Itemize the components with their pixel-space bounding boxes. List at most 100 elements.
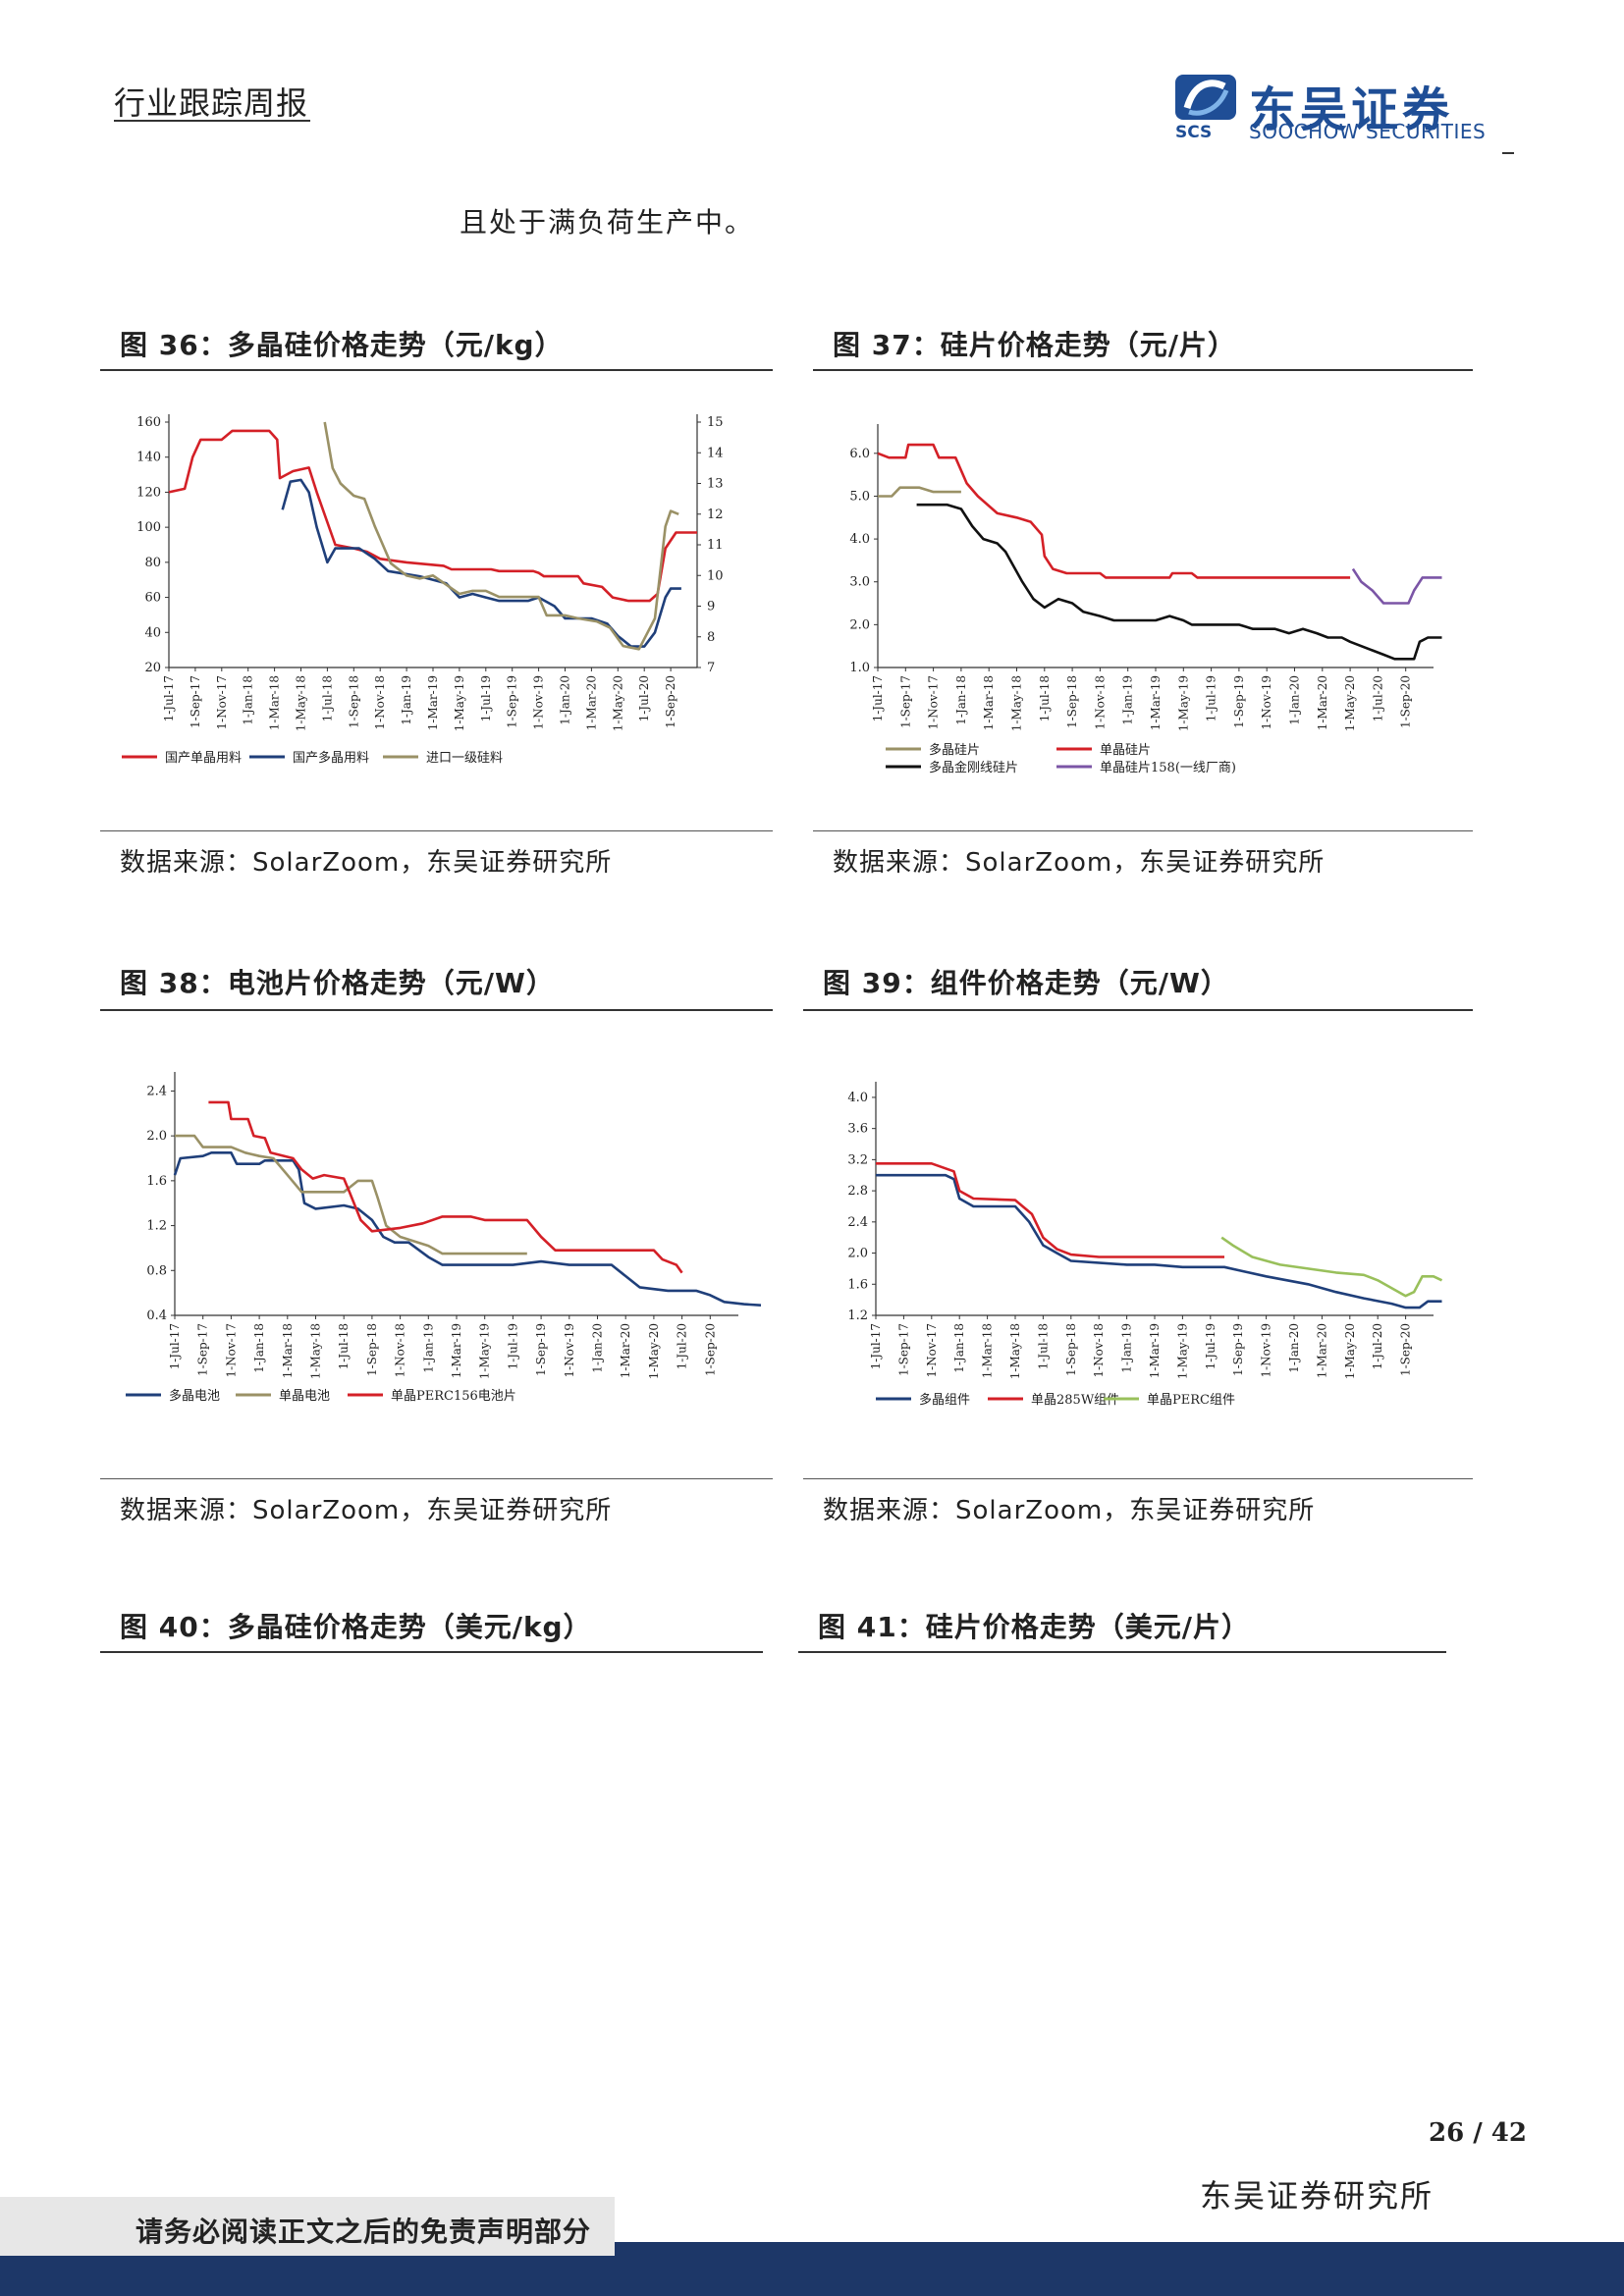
x-tick-label: 1-Sep-18 [1064, 1323, 1078, 1376]
x-tick-label: 1-May-20 [647, 1323, 661, 1379]
y-tick-label: 2.4 [847, 1215, 868, 1230]
legend-label: 国产多晶用料 [293, 750, 369, 766]
x-tick-label: 1-Sep-19 [506, 675, 519, 728]
y-right-tick-label: 11 [707, 538, 724, 553]
legend-label: 多晶组件 [919, 1392, 970, 1408]
x-tick-label: 1-Jul-18 [1038, 675, 1052, 721]
x-tick-label: 1-Mar-19 [1148, 1323, 1162, 1378]
figure-39-source: 数据来源：SolarZoom，东吴证券研究所 [823, 1496, 1316, 1525]
figure-39-title: 图 39：组件价格走势（元/W） [823, 967, 1229, 999]
y-tick-label: 20 [144, 661, 161, 675]
x-tick-label: 1-Jul-17 [871, 675, 885, 721]
x-tick-label: 1-Jul-20 [676, 1323, 689, 1369]
y-tick-label: 100 [136, 520, 161, 535]
x-tick-label: 1-Jan-19 [421, 1323, 435, 1373]
x-tick-label: 1-Mar-19 [426, 675, 440, 730]
x-tick-label: 1-Jan-20 [591, 1323, 605, 1373]
header-underline [114, 120, 310, 122]
y-tick-label: 1.2 [146, 1219, 167, 1234]
y-tick-label: 5.0 [849, 489, 870, 504]
x-tick-label: 1-Jan-19 [400, 675, 413, 725]
x-tick-label: 1-Nov-19 [532, 675, 546, 730]
x-tick-label: 1-Jul-19 [1204, 1323, 1218, 1369]
x-tick-label: 1-Sep-20 [1399, 1323, 1413, 1376]
series-line-0 [173, 1151, 762, 1307]
y-tick-label: 6.0 [849, 447, 870, 461]
y-tick-label: 160 [136, 415, 161, 430]
figure-40-top-rule [100, 1651, 763, 1653]
x-tick-label: 1-Sep-18 [1065, 675, 1079, 728]
x-tick-label: 1-Jul-18 [337, 1323, 351, 1369]
figure-36-chart: 20 40 60 80 100 120 140 160 7 8 9 10 11 12 13 14 15 1-Jul… [122, 414, 724, 766]
x-tick-label: 1-May-19 [478, 1323, 492, 1379]
x-tick-label: 1-Mar-19 [1149, 675, 1163, 730]
x-tick-label: 1-Nov-17 [925, 1323, 939, 1378]
x-tick-label: 1-Mar-18 [982, 675, 996, 730]
x-tick-label: 1-Jan-20 [1287, 1323, 1301, 1373]
page-number: 26 / 42 [1429, 2118, 1527, 2148]
series-line-2 [916, 503, 1442, 661]
x-tick-label: 1-Jul-18 [320, 675, 334, 721]
y-tick-label: 2.8 [847, 1184, 868, 1199]
legend-label: 进口一级硅料 [426, 751, 503, 766]
x-tick-label: 1-Jul-19 [479, 675, 493, 721]
x-tick-label: 1-Sep-18 [365, 1323, 379, 1376]
figure-41-top-rule [798, 1651, 1446, 1653]
x-tick-label: 1-Nov-18 [1092, 1323, 1106, 1378]
x-tick-label: 1-Nov-19 [1260, 675, 1273, 730]
legend-label: 单晶电池 [279, 1389, 330, 1404]
y-right-tick-label: 14 [707, 446, 724, 460]
figure-39-bottom-rule [803, 1478, 1473, 1479]
y-tick-label: 80 [144, 556, 161, 570]
y-right-tick-label: 8 [707, 630, 715, 645]
x-tick-label: 1-May-19 [453, 675, 466, 731]
figure-39-chart: 1.2 1.6 2.0 2.4 2.8 3.2 3.6 4.0 1-Jul-17 1-Sep-17… [847, 1082, 1443, 1408]
figure-36-bottom-rule [100, 830, 773, 831]
disclaimer-text: 请务必阅读正文之后的免责声明部分 [135, 2216, 592, 2248]
series-line-1 [175, 1134, 527, 1255]
series-line-1 [877, 443, 1351, 579]
y-tick-label: 120 [136, 485, 161, 500]
report-section-title: 行业跟踪周报 [114, 84, 309, 122]
x-tick-label: 1-Mar-18 [281, 1323, 295, 1378]
logo-english-name: SOOCHOW SECURITIES [1249, 120, 1487, 143]
x-tick-label: 1-Sep-20 [703, 1323, 717, 1376]
x-tick-label: 1-Sep-17 [196, 1323, 210, 1376]
y-tick-label: 2.0 [847, 1247, 868, 1261]
series-line-2 [208, 1100, 683, 1274]
y-right-tick-label: 9 [707, 600, 715, 614]
x-tick-label: 1-May-20 [611, 675, 624, 731]
figure-37-title: 图 37：硅片价格走势（元/片） [833, 329, 1236, 361]
y-tick-label: 2.0 [849, 617, 870, 632]
x-tick-label: 1-Jul-19 [1205, 675, 1218, 721]
series-line-3 [1351, 567, 1442, 605]
series-line-0 [876, 1173, 1442, 1309]
figure-36-source: 数据来源：SolarZoom，东吴证券研究所 [120, 848, 613, 878]
x-tick-label: 1-Sep-17 [898, 675, 912, 728]
x-tick-label: 1-Mar-20 [619, 1323, 632, 1378]
x-tick-label: 1-Mar-18 [981, 1323, 995, 1378]
x-tick-label: 1-Sep-17 [189, 675, 202, 728]
figure-38-chart: 0.4 0.8 1.2 1.6 2.0 2.4 1-Jul-17 1-Sep-17 1-Nov-… [126, 1072, 762, 1404]
x-tick-label: 1-Mar-18 [268, 675, 282, 730]
figure-37-chart: 1.0 2.0 3.0 4.0 5.0 6.0 1-Jul-17 1-Sep-17 1-Nov-… [849, 424, 1442, 775]
figure-38-title: 图 38：电池片价格走势（元/W） [120, 967, 555, 999]
x-tick-label: 1-Jul-17 [162, 675, 176, 721]
x-tick-label: 1-Jan-19 [1120, 1323, 1134, 1373]
figure-37-source: 数据来源：SolarZoom，东吴证券研究所 [833, 848, 1326, 878]
x-tick-label: 1-Jul-20 [1371, 1323, 1384, 1369]
x-tick-label: 1-Jul-20 [637, 675, 651, 721]
x-tick-label: 1-Sep-20 [664, 675, 677, 728]
y-right-tick-label: 10 [707, 568, 724, 583]
figure-38-bottom-rule [100, 1478, 773, 1479]
figure-36-top-rule [100, 369, 773, 371]
x-tick-label: 1-Jul-18 [1036, 1323, 1050, 1369]
y-tick-label: 0.4 [146, 1308, 167, 1323]
x-tick-label: 1-May-19 [1176, 675, 1190, 731]
figure-37-bottom-rule [813, 830, 1473, 831]
x-tick-label: 1-Sep-18 [347, 675, 360, 728]
y-tick-label: 4.0 [847, 1091, 868, 1105]
footer-firm-name: 东吴证券研究所 [1200, 2177, 1435, 2215]
x-tick-label: 1-Nov-19 [563, 1323, 576, 1378]
figure-36-title: 图 36：多晶硅价格走势（元/kg） [120, 329, 564, 361]
